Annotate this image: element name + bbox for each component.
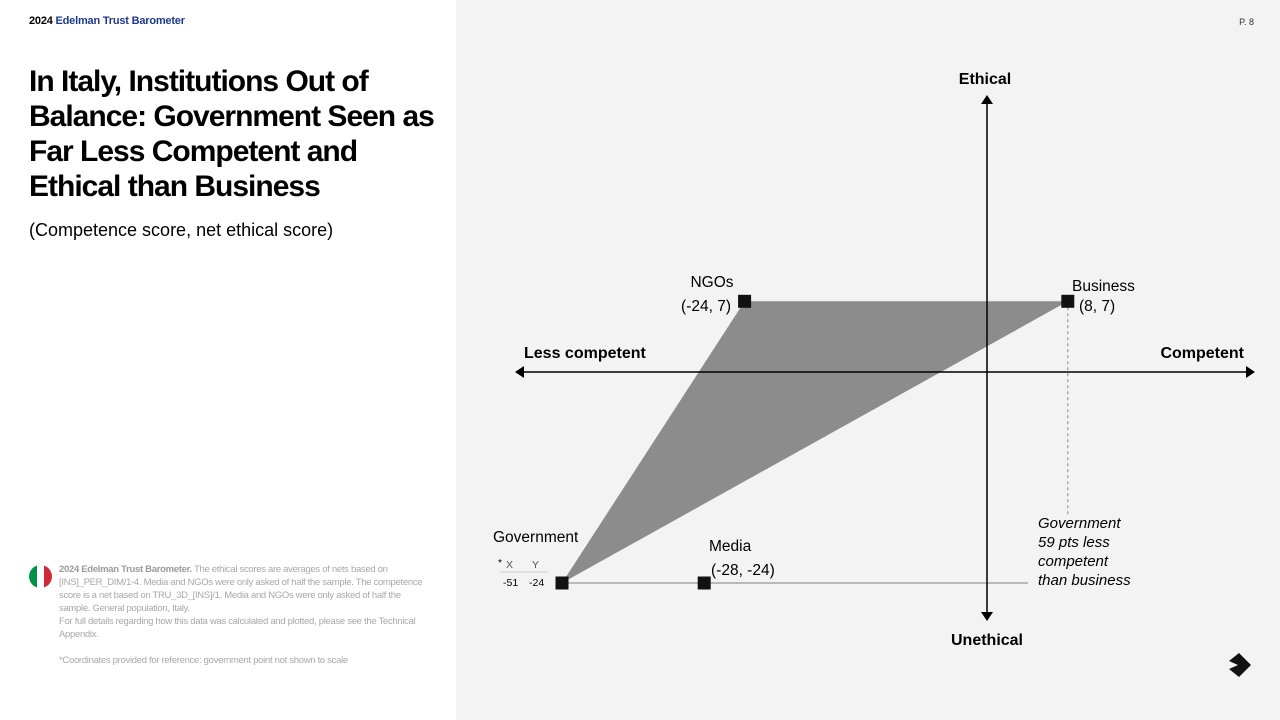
coords-y-value: -24 (529, 577, 544, 589)
footnote: 2024 Edelman Trust Barometer. The ethica… (59, 563, 429, 641)
next-arrow-shape (1229, 653, 1251, 677)
label-ngos-name: NGOs (690, 274, 733, 291)
label-media-name: Media (709, 538, 752, 555)
axis-label-less-competent: Less competent (524, 345, 646, 362)
marker-business (1061, 294, 1075, 308)
page-title: In Italy, Institutions Out of Balance: G… (29, 65, 435, 203)
label-government-name: Government (493, 529, 579, 546)
axis-label-ethical: Ethical (959, 71, 1011, 88)
label-business-coords: (8, 7) (1079, 298, 1115, 315)
label-business-name: Business (1072, 278, 1135, 295)
flag-white-stripe (36, 565, 45, 588)
italy-flag-icon (29, 565, 52, 588)
coords-x-header: X (506, 559, 513, 571)
coords-y-header: Y (532, 559, 539, 571)
flag-green-stripe (29, 565, 37, 588)
footnote-text: The ethical scores are averages of nets … (59, 564, 423, 614)
footnote-details: For full details regarding how this data… (59, 616, 416, 640)
label-ngos-coords: (-24, 7) (681, 298, 731, 315)
brand-year: 2024 (29, 15, 53, 27)
footnote-source: 2024 Edelman Trust Barometer. (59, 564, 192, 575)
label-media-coords: (-28, -24) (711, 562, 775, 579)
marker-media (697, 576, 711, 590)
x-axis-right-arrow (1246, 366, 1255, 378)
page-number: P. 8 (1239, 17, 1254, 27)
annotation-line-3: competent (1038, 553, 1109, 570)
flag-red-stripe (44, 565, 52, 588)
annotation-line-4: than business (1038, 572, 1131, 589)
marker-government (555, 576, 569, 590)
coords-x-value: -51 (503, 577, 518, 589)
footnote-star-note: *Coordinates provided for reference: gov… (59, 655, 348, 666)
page-subtitle: (Competence score, net ethical score) (29, 220, 334, 240)
left-panel (0, 0, 456, 720)
coords-star: * (498, 557, 502, 569)
marker-ngos (738, 294, 752, 308)
axis-label-unethical: Unethical (951, 632, 1023, 649)
y-axis-top-arrow (981, 95, 993, 104)
axis-label-competent: Competent (1160, 345, 1244, 362)
next-arrow-icon[interactable] (1226, 651, 1254, 679)
y-axis-bottom-arrow (981, 612, 993, 621)
brand-name: Edelman Trust Barometer (55, 15, 185, 27)
brand-header: 2024 Edelman Trust Barometer (29, 15, 185, 27)
comparison-triangle (562, 301, 1068, 583)
annotation-line-2: 59 pts less (1038, 534, 1110, 551)
annotation-line-1: Government (1038, 515, 1121, 532)
x-axis-left-arrow (515, 366, 524, 378)
